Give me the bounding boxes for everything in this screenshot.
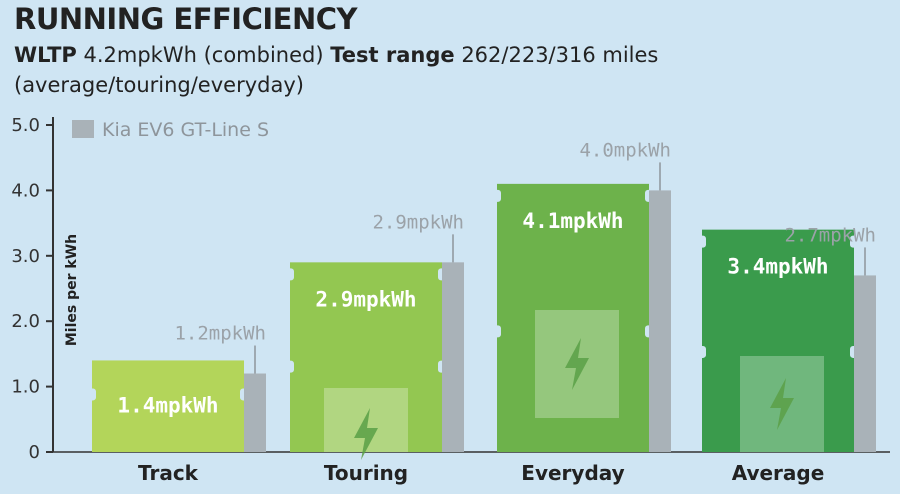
main-bar [497,183,649,453]
comparison-bar [854,275,876,452]
y-tick-label: 5.0 [11,115,40,136]
y-tick-label: 0 [29,442,40,463]
main-bar [92,360,244,452]
category-label: Touring [324,461,408,485]
comparison-value-label: 2.7mpkWh [784,224,876,246]
comparison-bar [649,190,671,452]
main-bar [702,229,854,452]
bar-notch-right [850,235,857,248]
comparison-value-label: 1.2mpkWh [174,323,266,345]
comparison-bar [442,262,464,452]
bar-notch-left [89,388,96,401]
main-value-label: 3.4mpkWh [727,255,828,279]
lightning-bolt-icon [770,378,794,430]
lightning-bolt-icon [354,408,378,460]
y-tick-label: 3.0 [11,246,40,267]
bar-notch-left [494,189,501,202]
y-tick-label: 1.0 [11,377,40,398]
legend-label: Kia EV6 GT-Line S [102,119,269,141]
y-tick-label: 4.0 [11,180,40,201]
y-tick-label: 2.0 [11,311,40,332]
comparison-bar [244,373,266,452]
bar-notch-left [287,360,294,373]
comparison-value-label: 4.0mpkWh [579,139,671,161]
bar-notch-left [287,268,294,281]
axes: 0 1.0 2.0 3.0 4.0 5.0 Miles per kWh [11,115,890,463]
comparison-value-label: 2.9mpkWh [372,211,464,233]
y-axis-label: Miles per kWh [64,234,80,346]
category-label: Track [138,461,199,485]
wltp-value: 4.2mpkWh (combined) [83,43,324,67]
category-label: Average [732,461,825,485]
range-label: Test range [330,43,455,67]
wltp-label: WLTP [14,43,77,67]
main-value-label: 4.1mpkWh [522,209,623,233]
chart-subtitle: WLTP 4.2mpkWh (combined) Test range 262/… [14,40,874,100]
main-value-label: 1.4mpkWh [117,393,218,417]
bar-notch-left [494,325,501,338]
main-value-label: 2.9mpkWh [315,287,416,311]
range-value: 262/223/316 miles [461,43,659,67]
bars [89,162,876,460]
labels: Kia EV6 GT-Line S 1.4mpkWh 1.2mpkWh Track 2.… [72,119,876,485]
legend-swatch [72,120,94,138]
lightning-bolt-icon [565,338,589,390]
chart-title: RUNNING EFFICIENCY [14,2,358,36]
bar-notch-left [699,235,706,248]
bar-notch-left [699,345,706,358]
category-label: Everyday [521,461,624,485]
range-note: (average/touring/everyday) [14,73,304,97]
